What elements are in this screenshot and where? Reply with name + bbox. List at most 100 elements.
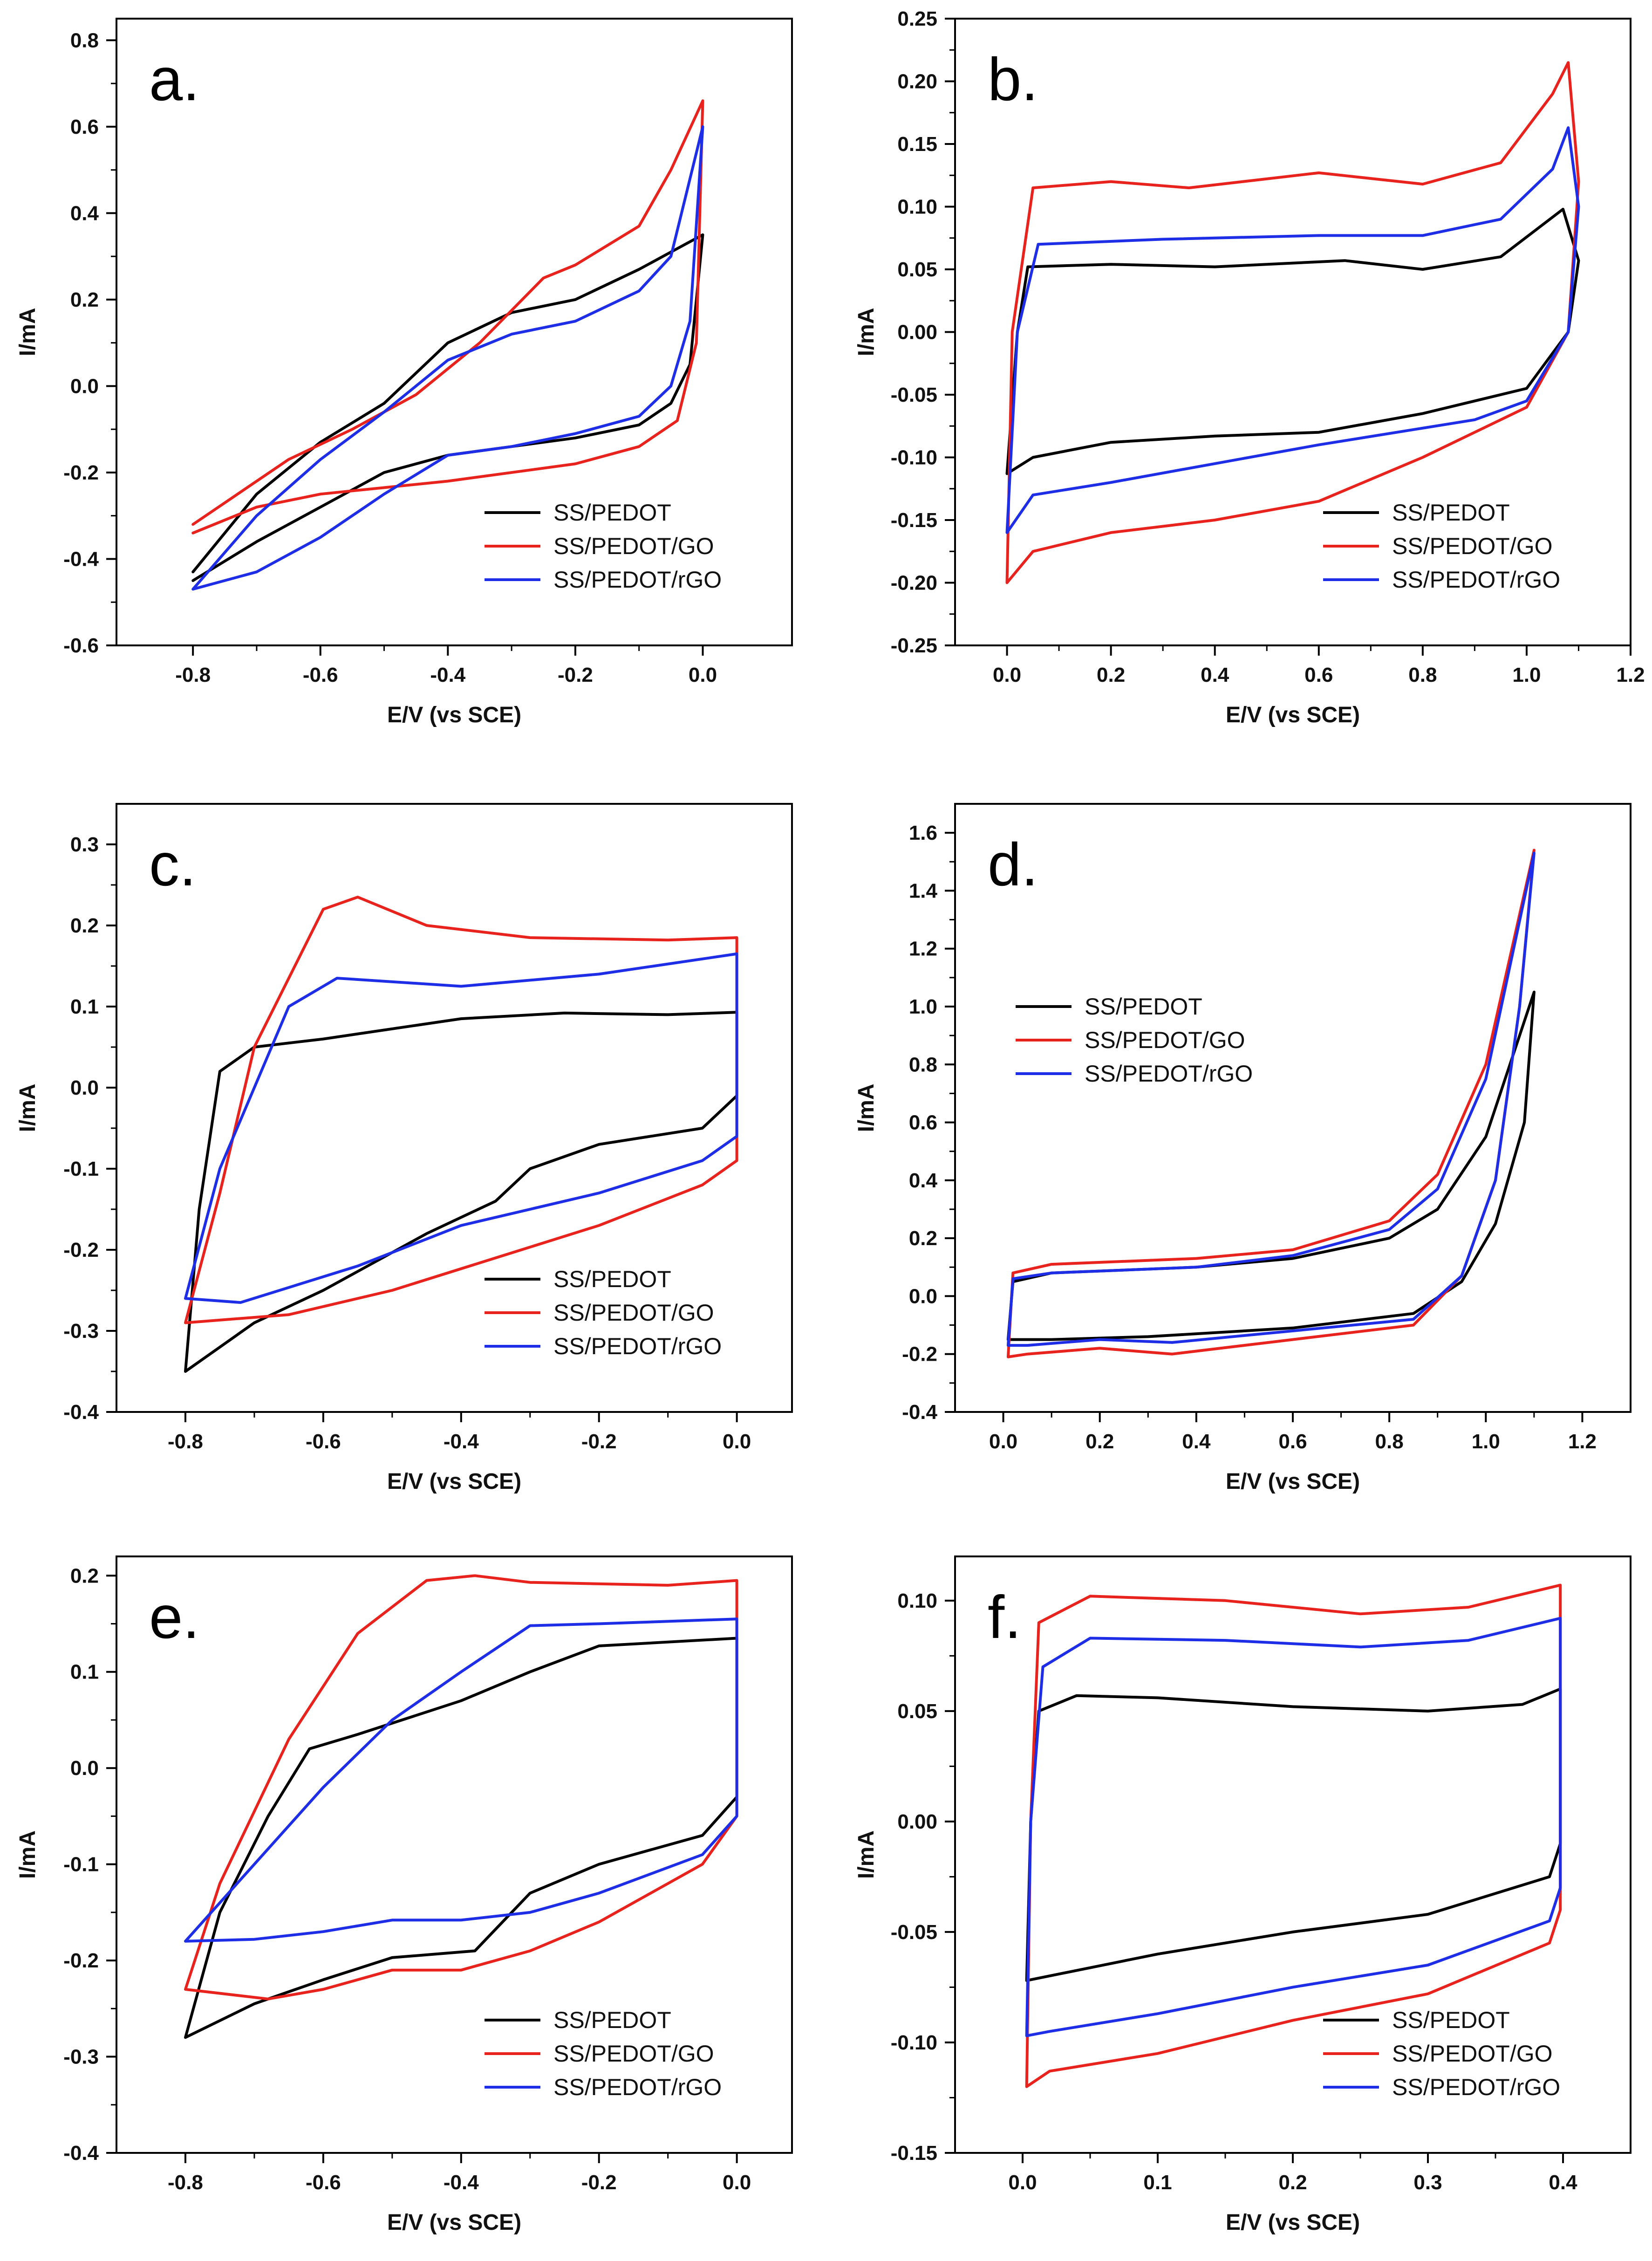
x-tick-label: 0.8 — [1408, 664, 1437, 686]
legend-label: SS/PEDOT/rGO — [1392, 2074, 1560, 2100]
legend: SS/PEDOT SS/PEDOT/GO SS/PEDOT/rGO — [1016, 993, 1253, 1087]
x-tick-label: 0.0 — [993, 664, 1021, 686]
x-tick-label: -0.2 — [581, 2171, 617, 2194]
y-tick-label: 0.10 — [897, 1590, 937, 1612]
y-tick-label: 0.10 — [897, 196, 937, 219]
y-tick-label: -0.1 — [63, 1158, 99, 1180]
x-tick-label: -0.2 — [581, 1430, 617, 1453]
series-line-ss-pedot-rgo — [191, 125, 704, 591]
x-tick-label: -0.8 — [168, 1430, 203, 1453]
y-tick-label: 0.2 — [70, 914, 99, 937]
legend-label: SS/PEDOT/GO — [553, 533, 714, 559]
series-line-ss-pedot-go — [1005, 61, 1580, 584]
x-tick-label: -0.8 — [175, 664, 211, 686]
x-tick-label: -0.2 — [558, 664, 593, 686]
x-axis-title: E/V (vs SCE) — [387, 2210, 521, 2235]
series-line-ss-pedot-rgo — [1006, 851, 1536, 1347]
y-tick-label: -0.1 — [63, 1853, 99, 1876]
chart-panel-4: 0.0 0.2 0.4 0.6 0.8 1.0 1.2 -0.4 -0.2 0.0 0.2 0.4 0.… — [854, 803, 1632, 1494]
legend: SS/PEDOT SS/PEDOT/GO SS/PEDOT/rGO — [485, 1266, 722, 1359]
x-tick-label: 0.4 — [1182, 1430, 1211, 1453]
y-tick-label: 0.6 — [70, 116, 99, 138]
series-line-ss-pedot-go — [184, 896, 738, 1324]
x-tick-label: 0.0 — [689, 664, 717, 686]
chart-panel-2: 0.0 0.2 0.4 0.6 0.8 1.0 1.2 -0.25 -0.20 -0.15 -0.1… — [854, 7, 1645, 727]
legend-label: SS/PEDOT/GO — [553, 1300, 714, 1326]
y-tick-label: 0.8 — [909, 1053, 937, 1076]
y-tick-label: 0.00 — [897, 1810, 937, 1833]
y-axis-title: I/mA — [854, 1830, 879, 1879]
series-line-ss-pedot-go — [1025, 1583, 1562, 2088]
plot-frame — [116, 803, 793, 1413]
x-tick-label: 0.3 — [1413, 2171, 1442, 2194]
x-tick-label: 0.0 — [723, 1430, 751, 1453]
x-tick-label: 0.1 — [1143, 2171, 1172, 2194]
y-tick-label: 0.25 — [897, 7, 937, 30]
panel-letter: e. — [149, 1583, 199, 1651]
y-tick-label: -0.05 — [891, 384, 937, 406]
x-axis-title: E/V (vs SCE) — [1226, 703, 1360, 727]
chart-panel-1: -0.8 -0.6 -0.4 -0.2 0.0 -0.6 -0.4 -0.2 0.0 0.2 0.4… — [15, 18, 793, 727]
y-tick-label: 0.05 — [897, 258, 937, 281]
y-tick-label: 0.1 — [70, 995, 99, 1018]
y-tick-label: 0.1 — [70, 1661, 99, 1684]
y-tick-label: -0.2 — [902, 1343, 937, 1366]
chart-panel-3: -0.8 -0.6 -0.4 -0.2 0.0 -0.4 -0.3 -0.2 -0.1 0.0 0.… — [15, 803, 793, 1494]
x-tick-label: 0.0 — [723, 2171, 751, 2194]
plot-frame — [116, 1555, 793, 2154]
legend: SS/PEDOT SS/PEDOT/GO SS/PEDOT/rGO — [485, 2007, 722, 2100]
legend-label: SS/PEDOT/rGO — [553, 1333, 722, 1359]
y-tick-label: 0.15 — [897, 133, 937, 156]
y-axis-title: I/mA — [15, 308, 40, 356]
y-tick-label: -0.4 — [63, 1401, 99, 1424]
legend-label: SS/PEDOT/rGO — [553, 2074, 722, 2100]
x-tick-label: -0.6 — [306, 1430, 341, 1453]
legend-label: SS/PEDOT/GO — [1085, 1027, 1245, 1053]
y-tick-label: -0.15 — [891, 509, 937, 532]
series-line-ss-pedot-go — [184, 1574, 738, 2001]
y-tick-label: -0.2 — [63, 1239, 99, 1261]
y-axis-title: I/mA — [15, 1083, 40, 1132]
panel-letter: c. — [149, 830, 196, 898]
y-tick-label: -0.15 — [891, 2142, 937, 2165]
x-tick-label: 0.4 — [1549, 2171, 1577, 2194]
x-tick-label: 1.0 — [1512, 664, 1541, 686]
x-tick-label: -0.8 — [168, 2171, 203, 2194]
x-tick-label: -0.6 — [303, 664, 338, 686]
x-tick-label: -0.6 — [306, 2171, 341, 2194]
y-tick-label: -0.2 — [63, 461, 99, 484]
y-tick-label: -0.25 — [891, 634, 937, 657]
series-line-ss-pedot-rgo — [184, 952, 738, 1304]
x-tick-label: 1.0 — [1472, 1430, 1500, 1453]
x-tick-label: 0.2 — [1097, 664, 1125, 686]
y-tick-label: 0.2 — [70, 288, 99, 311]
y-tick-label: -0.4 — [63, 548, 99, 570]
x-tick-label: 1.2 — [1568, 1430, 1597, 1453]
legend-label: SS/PEDOT — [553, 2007, 671, 2033]
y-tick-label: -0.6 — [63, 634, 99, 657]
legend-label: SS/PEDOT/rGO — [1392, 567, 1560, 593]
y-tick-label: 0.3 — [70, 833, 99, 856]
x-tick-label: 0.6 — [1304, 664, 1333, 686]
panel-letter: b. — [988, 45, 1038, 113]
x-axis-title: E/V (vs SCE) — [1226, 2210, 1360, 2235]
x-tick-label: 0.2 — [1278, 2171, 1307, 2194]
legend-label: SS/PEDOT — [1085, 993, 1202, 1020]
x-tick-label: -0.4 — [444, 2171, 479, 2194]
y-tick-label: 0.20 — [897, 70, 937, 93]
series-line-ss-pedot — [184, 1637, 738, 2039]
y-tick-label: -0.4 — [63, 2142, 99, 2165]
series-line-ss-pedot-rgo — [184, 1617, 738, 1943]
series-line-ss-pedot — [1005, 207, 1580, 475]
y-tick-label: 0.0 — [70, 1076, 99, 1099]
x-tick-label: 0.4 — [1201, 664, 1229, 686]
y-tick-label: -0.3 — [63, 2046, 99, 2069]
panel-letter: d. — [988, 830, 1038, 898]
y-tick-label: 0.05 — [897, 1700, 937, 1723]
y-axis-title: I/mA — [15, 1830, 40, 1879]
y-tick-label: -0.20 — [891, 572, 937, 595]
x-tick-label: -0.4 — [430, 664, 465, 686]
legend-label: SS/PEDOT — [553, 1266, 671, 1292]
y-tick-label: 0.2 — [70, 1564, 99, 1587]
